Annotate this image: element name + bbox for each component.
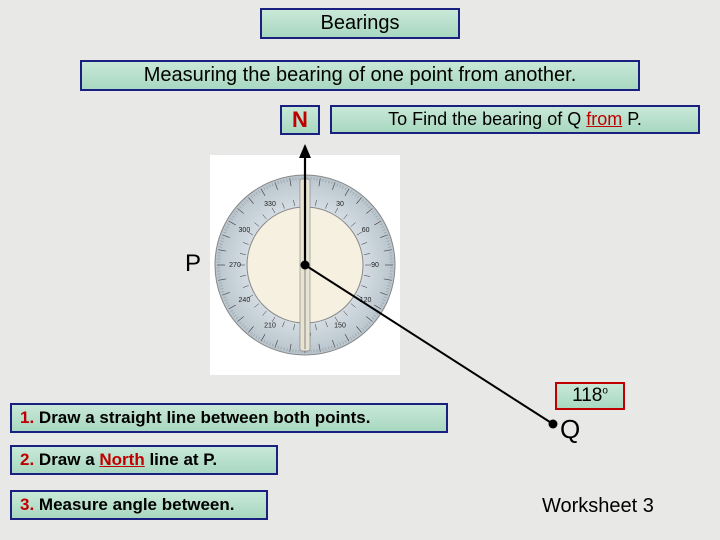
svg-text:330: 330 bbox=[264, 201, 276, 208]
north-label-box: N bbox=[280, 105, 320, 135]
instruction-box: To Find the bearing of Q from P. bbox=[330, 105, 700, 134]
q-letter: Q bbox=[560, 414, 580, 444]
step-2-north: North bbox=[99, 450, 144, 469]
step-2-suffix: line at P. bbox=[145, 450, 217, 469]
svg-text:210: 210 bbox=[264, 322, 276, 329]
step-3-text: Measure angle between. bbox=[34, 495, 234, 514]
instr-from-word: from bbox=[586, 109, 622, 129]
step-1-num: 1. bbox=[20, 408, 34, 427]
svg-text:150: 150 bbox=[334, 322, 346, 329]
svg-text:30: 30 bbox=[336, 201, 344, 208]
svg-text:90: 90 bbox=[371, 262, 379, 269]
step-1-text: Draw a straight line between both points… bbox=[34, 408, 370, 427]
title-text: Bearings bbox=[321, 12, 400, 34]
step-1-box: 1. Draw a straight line between both poi… bbox=[10, 403, 448, 433]
instr-suffix: P. bbox=[622, 109, 642, 129]
point-q-label: Q bbox=[560, 414, 580, 445]
worksheet-label: Worksheet 3 bbox=[542, 495, 654, 518]
subtitle-text: Measuring the bearing of one point from … bbox=[144, 64, 577, 86]
title-box: Bearings bbox=[260, 8, 460, 39]
point-p-label: P bbox=[185, 250, 201, 278]
svg-text:240: 240 bbox=[239, 297, 251, 304]
worksheet-text: Worksheet 3 bbox=[542, 495, 654, 517]
step-2-prefix: Draw a bbox=[34, 450, 99, 469]
protractor-icon: 0306090120150180210240270300330 bbox=[210, 155, 400, 375]
svg-text:300: 300 bbox=[239, 227, 251, 234]
angle-box: 118o bbox=[555, 382, 625, 410]
subtitle-box: Measuring the bearing of one point from … bbox=[80, 60, 640, 91]
svg-text:270: 270 bbox=[229, 262, 241, 269]
step-3-num: 3. bbox=[20, 495, 34, 514]
p-letter: P bbox=[185, 250, 201, 277]
step-3-box: 3. Measure angle between. bbox=[10, 490, 268, 520]
svg-text:60: 60 bbox=[362, 227, 370, 234]
instr-prefix: To Find the bearing of Q bbox=[388, 109, 586, 129]
svg-text:120: 120 bbox=[360, 297, 372, 304]
angle-value: 118 bbox=[572, 385, 602, 406]
angle-unit: o bbox=[602, 386, 608, 397]
step-2-num: 2. bbox=[20, 450, 34, 469]
step-2-box: 2. Draw a North line at P. bbox=[10, 445, 278, 475]
north-letter: N bbox=[292, 107, 308, 132]
